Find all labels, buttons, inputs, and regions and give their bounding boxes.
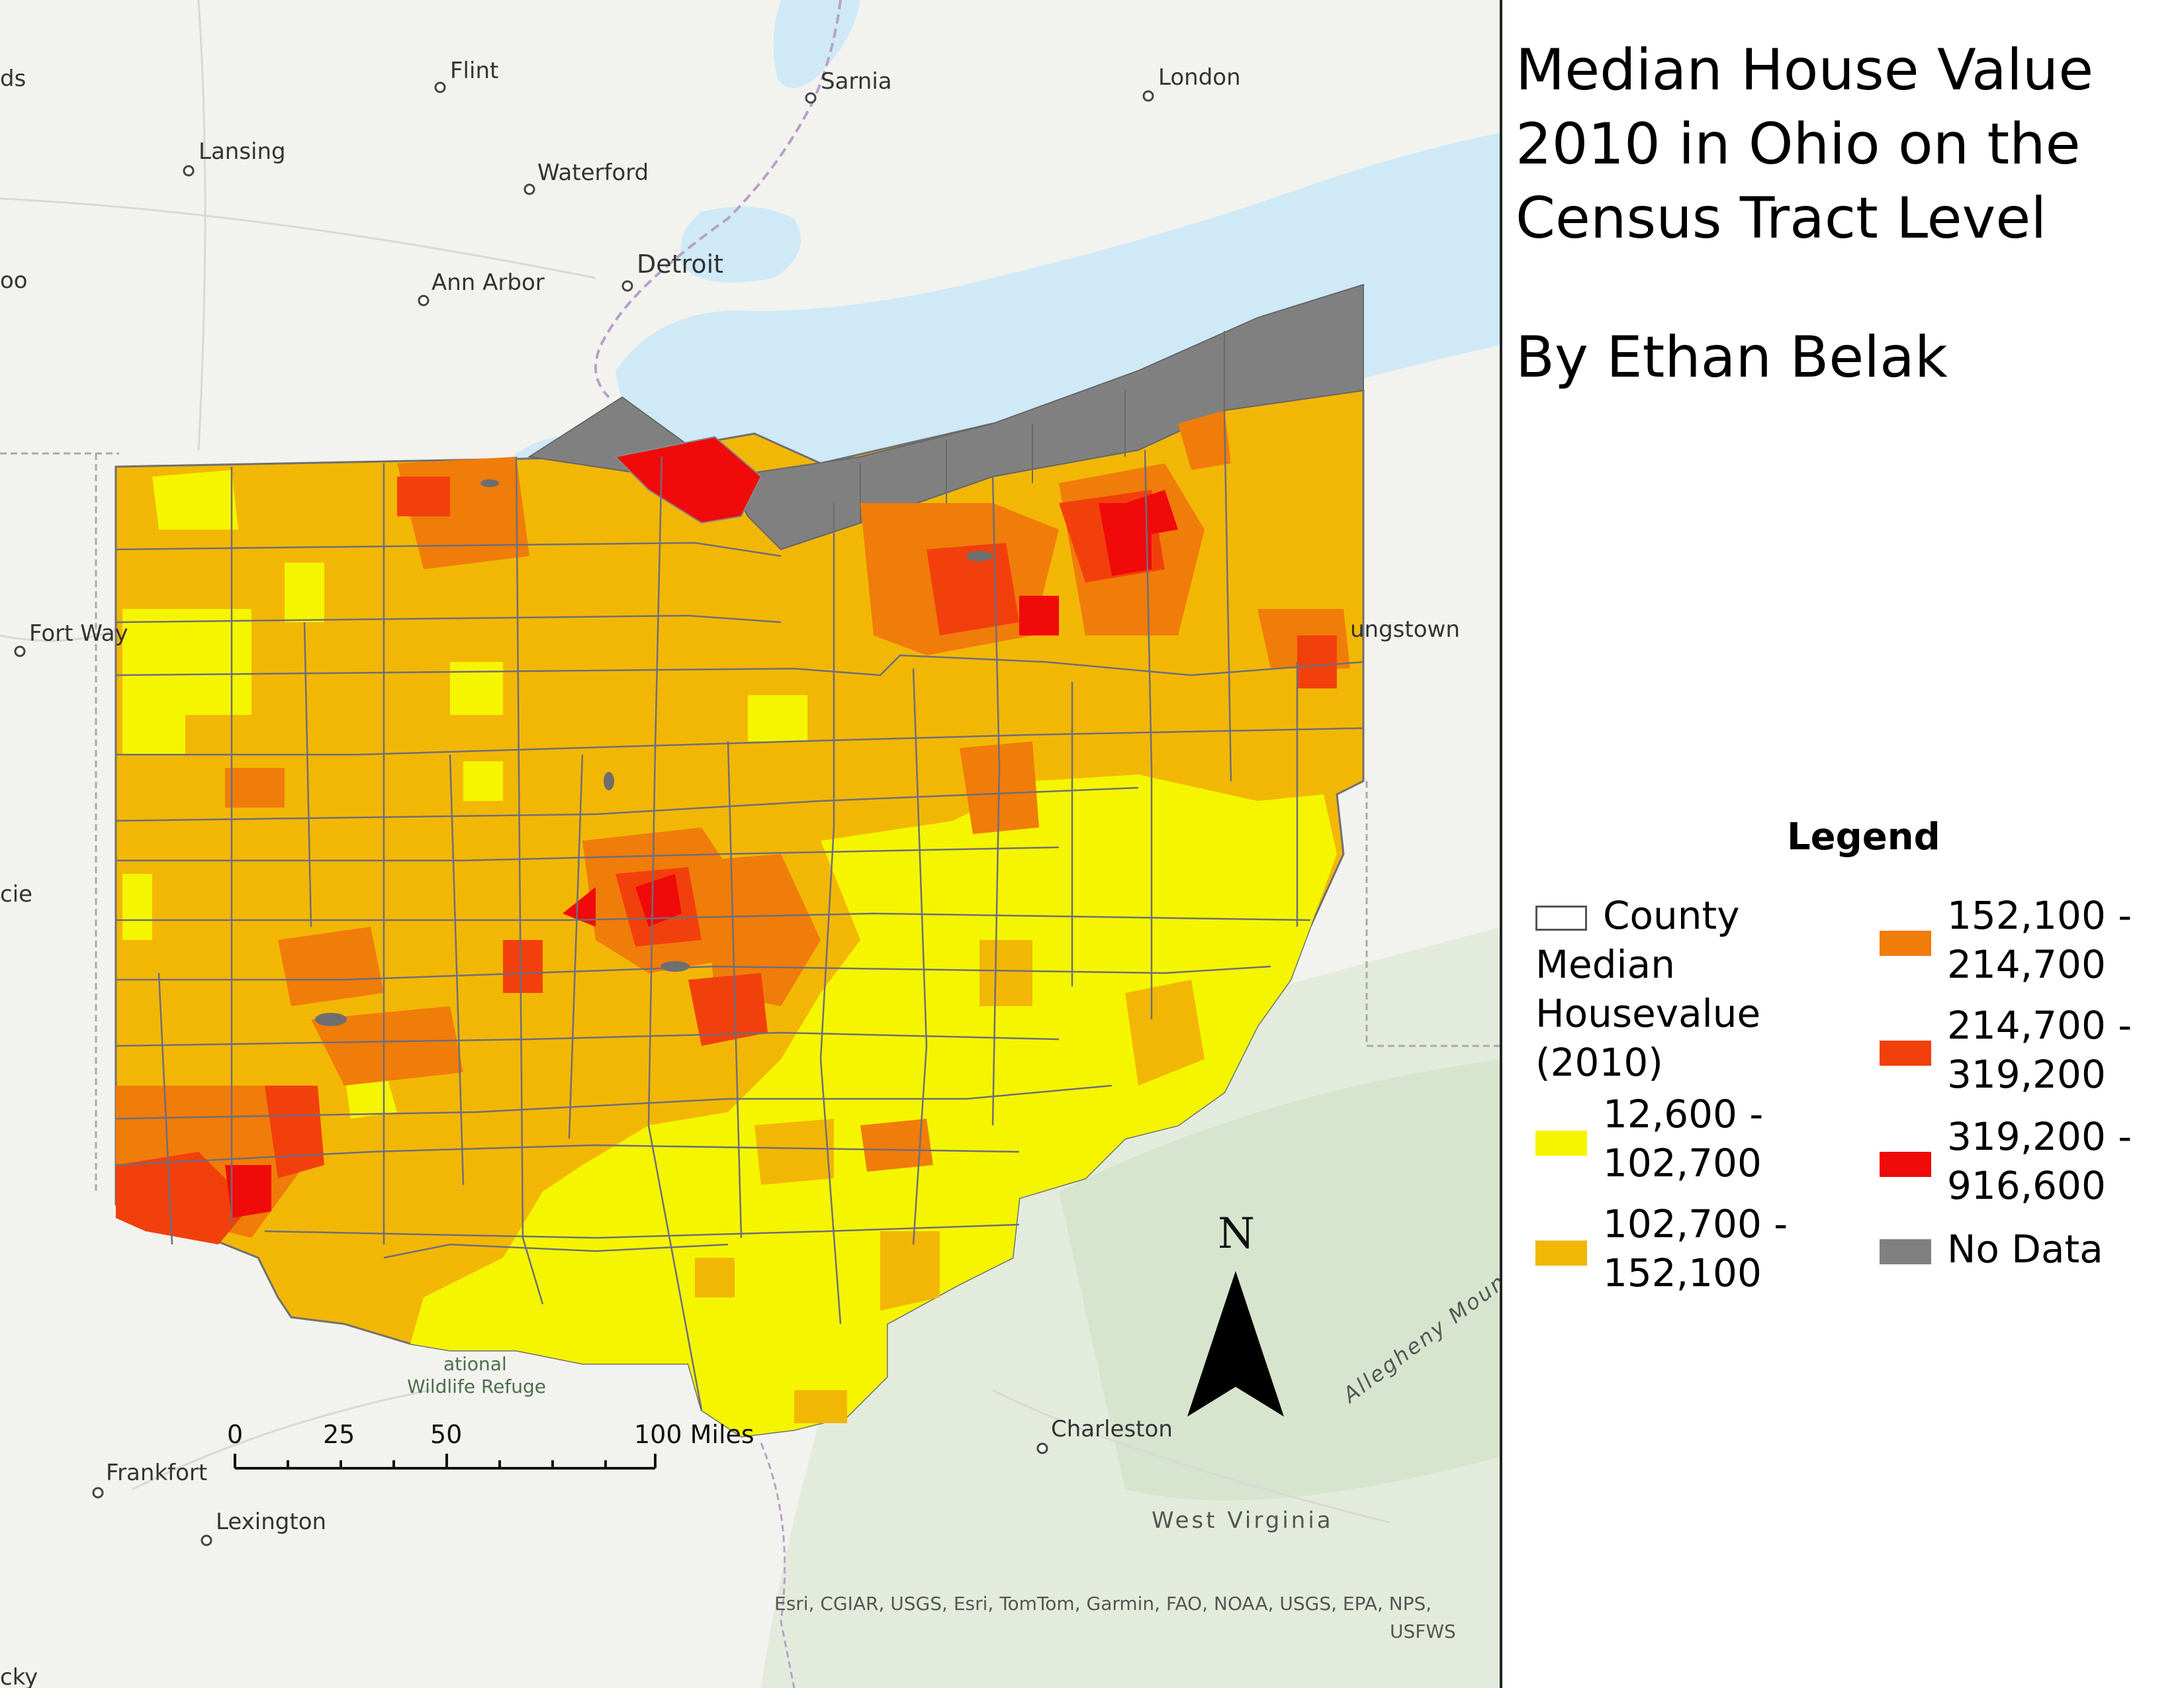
city-charleston[interactable]: Charleston [1036,1416,1173,1454]
city-london[interactable]: London [1142,64,1241,102]
city-fort-wayne[interactable]: Fort Way [14,620,128,657]
city-partial-ds[interactable]: ds [0,66,26,92]
svg-text:Flint: Flint [450,58,498,84]
north-arrow[interactable]: N [1187,1209,1284,1417]
svg-text:Lexington: Lexington [216,1509,326,1535]
svg-text:Frankfort: Frankfort [106,1460,207,1486]
attribution-line1: Esri, CGIAR, USGS, Esri, TomTom, Garmin,… [774,1593,1432,1615]
city-partial-oo[interactable]: oo [0,267,28,294]
city-partial-cky[interactable]: cky [0,1664,38,1688]
city-sarnia[interactable]: Sarnia [805,68,892,104]
legend[interactable]: Legend County Median Housevalue (2010) 1… [1535,808,2171,1337]
class-3-label-line1: 152,100 - [1947,893,2132,938]
class-4-label-line1: 214,700 - [1947,1003,2132,1048]
class-2-swatch [1535,1241,1587,1266]
north-label: N [1218,1209,1255,1258]
county-label: County [1603,893,1740,938]
class-5-label-line2: 916,600 [1947,1163,2106,1208]
inland-lakes [315,479,993,1026]
map-title-line3: Census Tract Level [1516,185,2047,252]
no-data-label: No Data [1947,1227,2103,1272]
author-credit: By Ethan Belak [1516,324,1948,391]
city-lansing[interactable]: Lansing [183,138,286,177]
no-data-divisions [860,331,1225,523]
county-boundaries[interactable] [115,410,1364,1411]
field-label-line1: Median [1535,942,1675,987]
svg-text:Detroit: Detroit [637,250,723,279]
scale-tick-25: 25 [323,1420,355,1449]
scale-tick-0: 0 [227,1420,243,1449]
svg-text:Ann Arbor: Ann Arbor [432,269,545,296]
low-value-regions[interactable] [122,470,1337,1436]
class-4-label-line2: 319,200 [1947,1052,2106,1097]
class-1-label-line1: 12,600 - [1603,1092,1764,1137]
svg-text:Fort Way: Fort Way [29,620,128,647]
mid-value-overlays[interactable] [695,940,1205,1423]
class-2-label-line2: 152,100 [1603,1250,1762,1295]
city-detroit[interactable]: Detroit [621,250,723,292]
city-youngstown[interactable]: ungstown [1350,616,1460,643]
class-4-swatch [1880,1041,1931,1066]
county-swatch [1535,906,1587,931]
title-block: Median House Value 2010 in Ohio on the C… [1516,33,2177,391]
scale-tick-100: 100 Miles [634,1420,754,1449]
map-title-line1: Median House Value [1516,37,2094,103]
svg-text:Sarnia: Sarnia [821,68,892,95]
city-lexington[interactable]: Lexington [201,1509,326,1546]
class-5-label-line1: 319,200 - [1947,1114,2132,1159]
region-label-west-virginia: West Virginia [1152,1507,1334,1534]
svg-text:Lansing: Lansing [199,138,286,165]
park-label-line2: Wildlife Refuge [407,1376,546,1397]
map-frame[interactable]: Flint Sarnia London Lansing Waterford De… [0,0,1502,1688]
city-waterford[interactable]: Waterford [523,160,649,195]
field-label-line3: (2010) [1535,1040,1663,1085]
svg-text:London: London [1158,64,1241,91]
highest-value-pockets[interactable] [225,490,1178,1218]
terrain-shading-dark [1059,1059,1500,1501]
city-labels: Flint Sarnia London Lansing Waterford De… [0,58,1460,1688]
scale-tick-50: 50 [430,1420,462,1449]
svg-text:Charleston: Charleston [1051,1416,1173,1442]
state-border [760,1442,796,1688]
no-data-lake-erie[interactable] [727,283,1364,551]
no-data-swatch [1880,1239,1931,1264]
attribution-line2: USFWS [1390,1620,1456,1642]
map-title-line2: 2010 in Ohio on the [1516,111,2081,177]
class-2-label-line1: 102,700 - [1603,1201,1788,1246]
high-value-tract-lakeshore[interactable] [614,436,762,524]
class-3-swatch [1880,931,1931,956]
park-label-line1: ational [443,1353,507,1375]
class-1-label-line2: 102,700 [1603,1141,1762,1186]
state-border [1365,781,1500,1047]
class-1-swatch [1535,1131,1587,1156]
city-partial-cie[interactable]: cie [0,881,32,908]
field-label-line2: Housevalue [1535,991,1761,1036]
class-5-swatch [1880,1152,1931,1177]
scale-bar[interactable]: 0 25 50 100 Miles [227,1420,754,1470]
city-frankfort[interactable]: Frankfort [92,1460,207,1499]
svg-text:Waterford: Waterford [537,160,649,186]
city-flint[interactable]: Flint [434,58,498,93]
legend-title: Legend [1787,816,1940,859]
city-ann-arbor[interactable]: Ann Arbor [418,269,545,306]
map-canvas[interactable]: Flint Sarnia London Lansing Waterford De… [0,0,1502,1688]
international-border [594,0,842,399]
roads [0,0,1390,1524]
class-3-label-line2: 214,700 [1947,942,2106,987]
